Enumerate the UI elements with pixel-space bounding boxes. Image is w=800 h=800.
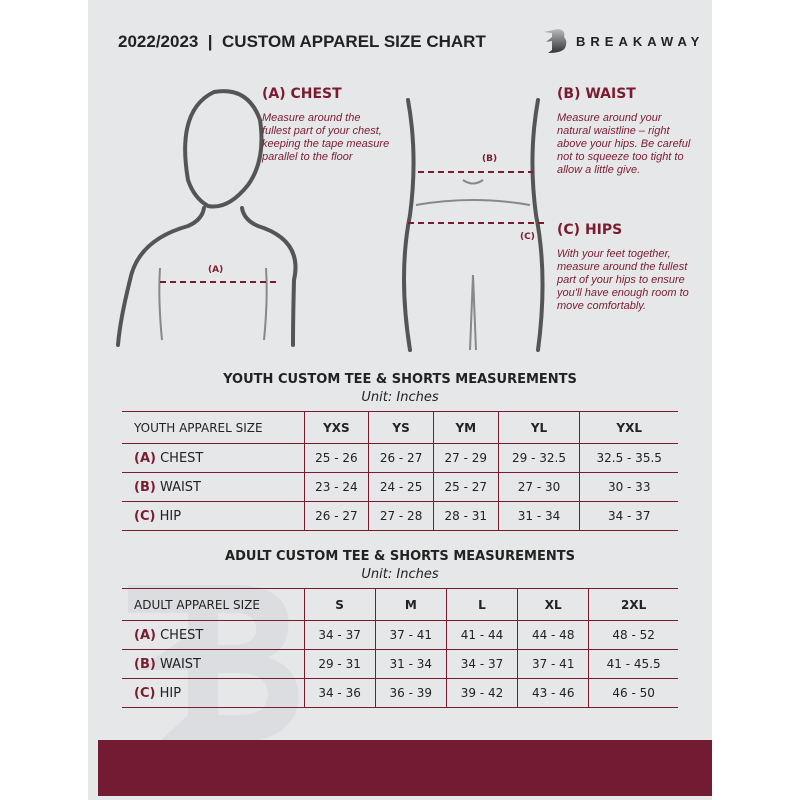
row-name: CHEST: [160, 450, 204, 466]
waist-heading: (B) WAIST: [557, 86, 636, 102]
cell: 39 - 42: [445, 678, 518, 708]
size-header: YXS: [303, 411, 369, 444]
cell: 29 - 32.5: [497, 443, 580, 473]
size-header: M: [374, 588, 447, 621]
cell: 41 - 44: [445, 620, 518, 650]
cell: 27 - 30: [497, 472, 580, 502]
chest-description: Measure around the fullest part of your …: [262, 112, 390, 163]
hips-marker: (C): [520, 232, 535, 242]
cell: 25 - 27: [432, 472, 499, 502]
waist-description: Measure around your natural waistline – …: [557, 112, 691, 176]
brand-logo: BREAKAWAY: [540, 26, 704, 56]
size-header: YXL: [579, 411, 678, 444]
row-code: (B): [134, 656, 156, 672]
table-header-row: ADULT APPAREL SIZE S M L XL 2XL: [122, 588, 678, 621]
hips-heading: (C) HIPS: [557, 222, 623, 238]
table-row: (C) HIP 34 - 36 36 - 39 39 - 42 43 - 46 46 - …: [122, 678, 678, 708]
row-name: HIP: [159, 685, 182, 701]
cell: 27 - 29: [432, 443, 499, 473]
cell: 46 - 50: [588, 678, 678, 708]
chest-figure-illustration: [116, 89, 298, 347]
adult-unit: Unit: Inches: [361, 567, 439, 582]
chest-heading: (A) CHEST: [262, 86, 342, 102]
youth-size-table: YOUTH APPAREL SIZE YXS YS YM YL YXL (A) CHES…: [122, 411, 678, 531]
row-code: (A): [134, 450, 156, 466]
size-label: YOUTH APPAREL SIZE: [122, 411, 304, 444]
row-name: HIP: [159, 508, 182, 524]
cell: 23 - 24: [303, 472, 369, 502]
cell: 41 - 45.5: [588, 649, 678, 679]
cell: 26 - 27: [368, 443, 434, 473]
row-name: WAIST: [159, 479, 202, 495]
chest-marker: (A): [208, 265, 224, 275]
size-header: YL: [497, 411, 580, 444]
cell: 36 - 39: [374, 678, 447, 708]
size-chart-card: 2022/2023 | CUSTOM APPAREL SIZE CHART BR…: [88, 0, 712, 800]
cell: 28 - 31: [432, 501, 499, 531]
cell: 34 - 36: [303, 678, 376, 708]
waist-hips-figure-illustration: [402, 98, 546, 352]
breakaway-logo-icon: [544, 29, 567, 53]
cell: 29 - 31: [303, 649, 376, 679]
size-header: XL: [517, 588, 589, 621]
size-header: 2XL: [588, 588, 678, 621]
table-row: (A) CHEST 34 - 37 37 - 41 41 - 44 44 - 48 48 …: [122, 620, 678, 650]
row-code: (A): [134, 627, 156, 643]
cell: 34 - 37: [445, 649, 518, 679]
footer-bar: [98, 740, 712, 796]
cell: 43 - 46: [517, 678, 589, 708]
cell: 34 - 37: [303, 620, 376, 650]
adult-table-title: ADULT CUSTOM TEE & SHORTS MEASUREMENTS: [225, 549, 575, 564]
size-label: ADULT APPAREL SIZE: [122, 588, 304, 621]
cell: 32.5 - 35.5: [579, 443, 678, 473]
cell: 48 - 52: [588, 620, 678, 650]
cell: 30 - 33: [579, 472, 678, 502]
size-header: YS: [368, 411, 434, 444]
row-code: (B): [134, 479, 156, 495]
row-name: CHEST: [160, 627, 204, 643]
table-row: (C) HIP 26 - 27 27 - 28 28 - 31 31 - 34 34 - …: [122, 501, 678, 531]
row-code: (C): [134, 508, 156, 524]
youth-unit: Unit: Inches: [361, 390, 439, 405]
cell: 31 - 34: [374, 649, 447, 679]
adult-size-table: ADULT APPAREL SIZE S M L XL 2XL (A) CHEST 34 …: [122, 588, 678, 708]
cell: 27 - 28: [368, 501, 434, 531]
brand-name: BREAKAWAY: [576, 33, 705, 49]
cell: 37 - 41: [374, 620, 447, 650]
row-code: (C): [134, 685, 156, 701]
row-name: WAIST: [159, 656, 202, 672]
table-row: (B) WAIST 29 - 31 31 - 34 34 - 37 37 - 41 41 …: [122, 649, 678, 679]
cell: 24 - 25: [368, 472, 434, 502]
size-header: S: [303, 588, 376, 621]
cell: 25 - 26: [303, 443, 369, 473]
cell: 34 - 37: [579, 501, 678, 531]
cell: 26 - 27: [303, 501, 369, 531]
cell: 44 - 48: [517, 620, 589, 650]
table-row: (B) WAIST 23 - 24 24 - 25 25 - 27 27 - 30 30 …: [122, 472, 678, 502]
table-row: (A) CHEST 25 - 26 26 - 27 27 - 29 29 - 32.5 3…: [122, 443, 678, 473]
cell: 37 - 41: [517, 649, 589, 679]
page-title: 2022/2023 | CUSTOM APPAREL SIZE CHART: [118, 32, 486, 51]
table-header-row: YOUTH APPAREL SIZE YXS YS YM YL YXL: [122, 411, 678, 444]
cell: 31 - 34: [497, 501, 580, 531]
waist-marker: (B): [482, 154, 498, 164]
youth-table-title: YOUTH CUSTOM TEE & SHORTS MEASUREMENTS: [223, 372, 577, 387]
size-header: L: [445, 588, 518, 621]
size-header: YM: [432, 411, 499, 444]
hips-description: With your feet together, measure around …: [557, 248, 689, 312]
